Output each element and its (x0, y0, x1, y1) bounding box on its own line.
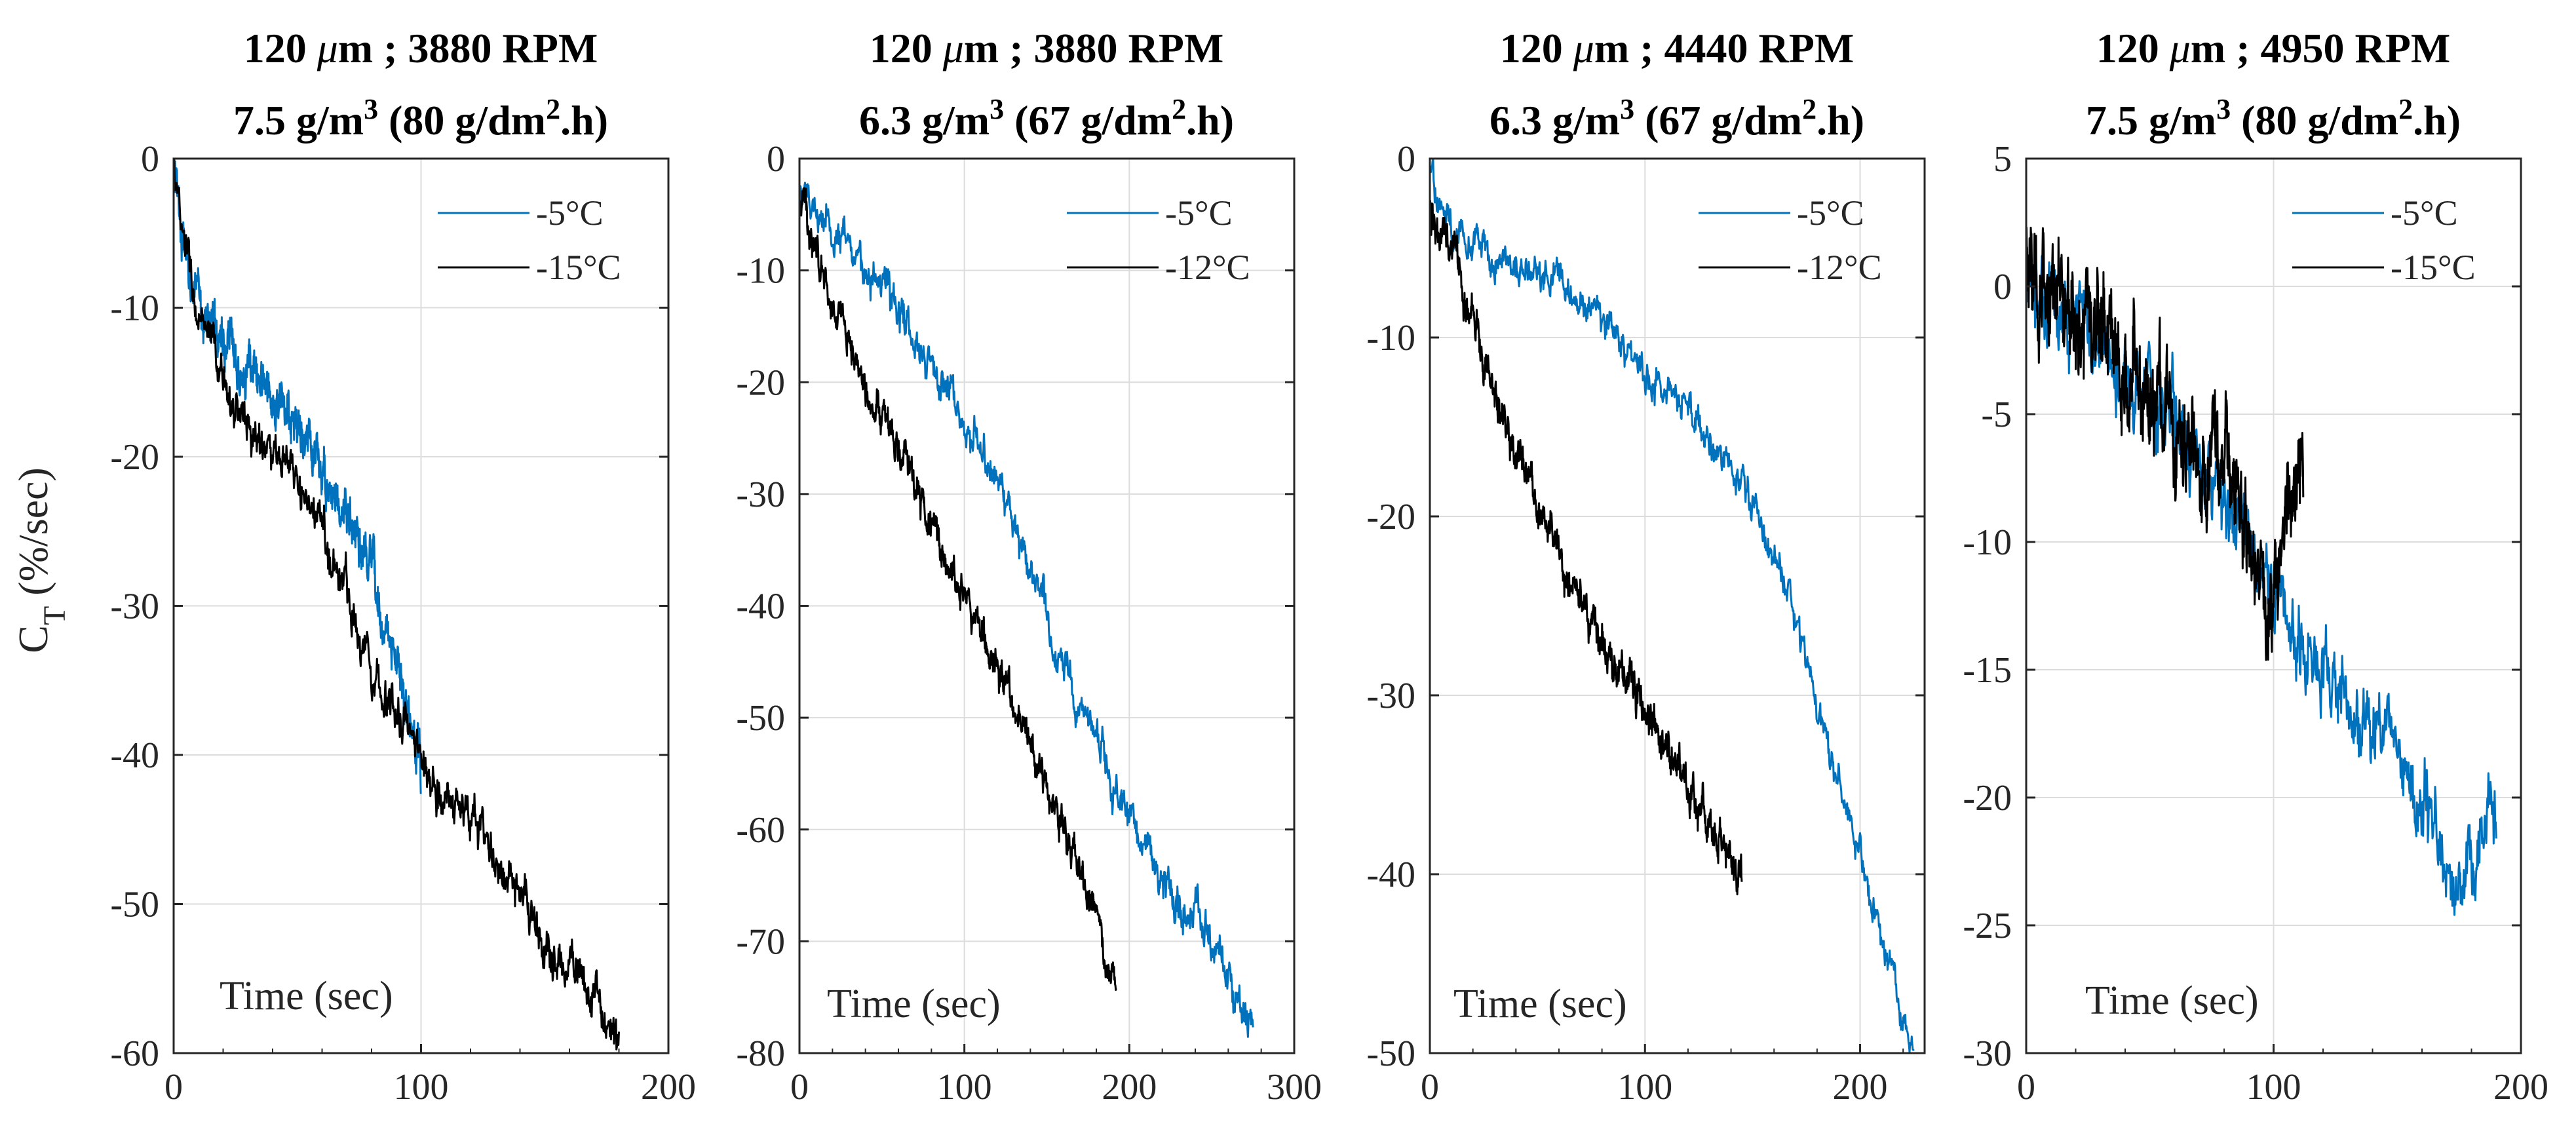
y-tick-label: -30 (736, 474, 785, 515)
panel-2-x-axis-label: Time (sec) (827, 982, 1001, 1026)
x-tick-label: 100 (937, 1067, 992, 1108)
x-tick-label: 300 (1267, 1067, 1322, 1108)
panel-1-x-axis-label: Time (sec) (220, 974, 393, 1018)
x-tick-label: 200 (1833, 1067, 1888, 1108)
panel-1-legend: -5°C -15°C (438, 193, 621, 287)
x-tick-label: 0 (164, 1067, 183, 1108)
y-tick-label: -10 (1366, 318, 1415, 358)
y-tick-label: -50 (1366, 1033, 1415, 1074)
x-tick-label: 0 (790, 1067, 809, 1108)
y-tick-label: -10 (736, 251, 785, 292)
chart-panel-1: 120 μm ; 3880 RPM 7.5 g/m3 (80 g/dm2.h) … (110, 25, 696, 1108)
legend-label: -5°C (1165, 193, 1233, 233)
series-line-cold (1429, 199, 1743, 896)
chart-panel-2: 120 μm ; 3880 RPM 6.3 g/m3 (67 g/dm2.h) … (736, 25, 1322, 1108)
y-tick-label: -40 (110, 735, 159, 776)
series-line-cold (173, 157, 620, 1050)
y-tick-label: -30 (1366, 676, 1415, 716)
series-line-cold (2025, 226, 2305, 661)
panel-1-title-line2: 7.5 g/m3 (80 g/dm2.h) (233, 93, 608, 144)
y-tick-label: -60 (736, 810, 785, 851)
y-tick-label: -40 (1366, 855, 1415, 895)
x-tick-label: 0 (2017, 1067, 2035, 1108)
y-tick-label: 5 (1993, 139, 2012, 180)
y-tick-label: 0 (141, 139, 159, 180)
legend-label: -12°C (1165, 248, 1250, 287)
y-tick-label: 0 (1397, 139, 1415, 180)
panel-2-legend: -5°C -12°C (1067, 193, 1250, 287)
panel-4-title-line1: 120 μm ; 4950 RPM (2096, 25, 2450, 71)
y-tick-label: -20 (1366, 497, 1415, 537)
x-tick-label: 200 (641, 1067, 696, 1108)
panel-1-title-line1: 120 μm ; 3880 RPM (244, 25, 598, 71)
panel-3-legend: -5°C -12°C (1699, 193, 1882, 287)
panel-4-legend: -5°C -15°C (2292, 193, 2476, 287)
y-tick-label: -10 (110, 288, 159, 329)
y-tick-label: -20 (110, 437, 159, 478)
chart-panel-3: 120 μm ; 4440 RPM 6.3 g/m3 (67 g/dm2.h) … (1366, 25, 1926, 1108)
y-tick-label: 0 (1993, 267, 2012, 307)
y-tick-label: -30 (1963, 1033, 2012, 1074)
panel-3-x-axis-label: Time (sec) (1453, 982, 1627, 1026)
y-axis-label: CT (%/sec) (10, 467, 72, 653)
panel-4-x-axis-label: Time (sec) (2085, 978, 2259, 1023)
y-tick-label: -60 (110, 1033, 159, 1074)
y-tick-label: -50 (110, 885, 159, 925)
y-tick-label: -25 (1963, 906, 2012, 946)
y-tick-label: -20 (736, 362, 785, 403)
x-tick-label: 100 (2246, 1067, 2301, 1108)
chart-panel-4: 120 μm ; 4950 RPM 7.5 g/m3 (80 g/dm2.h) … (1963, 25, 2548, 1108)
x-tick-label: 0 (1421, 1067, 1439, 1108)
y-tick-label: -40 (736, 587, 785, 627)
panel-4-title-line2: 7.5 g/m3 (80 g/dm2.h) (2086, 93, 2461, 144)
y-tick-label: -80 (736, 1033, 785, 1074)
legend-label: -5°C (1797, 193, 1864, 233)
series-line-warm (798, 182, 1254, 1038)
x-tick-label: 100 (394, 1067, 449, 1108)
x-tick-label: 100 (1617, 1067, 1672, 1108)
panel-2-title-line2: 6.3 g/m3 (67 g/dm2.h) (859, 93, 1234, 144)
y-tick-label: -10 (1963, 522, 2012, 563)
y-tick-label: -5 (1981, 395, 2012, 435)
y-tick-label: -20 (1963, 778, 2012, 819)
panel-2-title-line1: 120 μm ; 3880 RPM (870, 25, 1223, 71)
series-line-cold (798, 187, 1117, 991)
legend-label: -5°C (2391, 193, 2458, 233)
series-line-warm (1429, 157, 1915, 1054)
legend-label: -5°C (536, 193, 604, 233)
y-tick-label: -50 (736, 698, 785, 739)
y-tick-label: -30 (110, 587, 159, 627)
y-tick-label: -70 (736, 921, 785, 962)
y-tick-label: -15 (1963, 650, 2012, 691)
panel-3-title-line1: 120 μm ; 4440 RPM (1500, 25, 1854, 71)
panel-3-title-line2: 6.3 g/m3 (67 g/dm2.h) (1490, 93, 1864, 144)
legend-label: -15°C (2391, 248, 2476, 287)
series-line-warm (172, 157, 422, 794)
panel-3-axes-box (1429, 157, 1926, 1054)
legend-label: -15°C (536, 248, 621, 287)
legend-label: -12°C (1797, 248, 1882, 287)
x-tick-label: 200 (1102, 1067, 1157, 1108)
y-tick-label: 0 (767, 139, 785, 180)
x-tick-label: 200 (2493, 1067, 2548, 1108)
